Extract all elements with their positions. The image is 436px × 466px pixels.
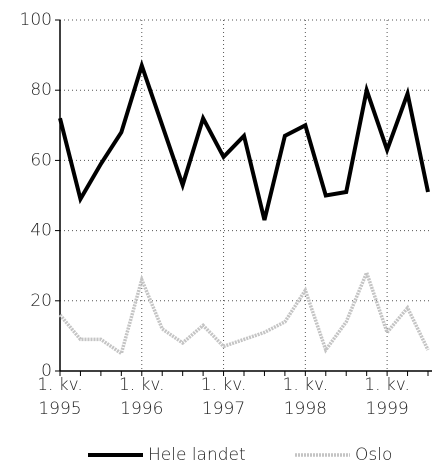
- legend-label: Hele landet: [148, 445, 246, 465]
- series-line: [58, 267, 430, 357]
- y-tick-label: 40: [30, 221, 52, 241]
- y-tick-label: 60: [30, 150, 52, 170]
- series-line: [58, 59, 430, 221]
- x-tick-label: 1. kv. 1996: [118, 375, 165, 419]
- y-tick-label: 80: [30, 80, 52, 100]
- x-tick-label: 1. kv. 1997: [200, 375, 247, 419]
- y-tick-label: 100: [20, 10, 52, 30]
- x-tick-label: 1. kv. 1998: [282, 375, 329, 419]
- y-tick-label: 20: [30, 291, 52, 311]
- x-tick-label: 1. kv. 1999: [364, 375, 410, 419]
- y-tick-label: 0: [41, 361, 52, 381]
- legend-label: Oslo: [355, 445, 392, 465]
- x-tick-label: 1. kv. 1995: [37, 375, 83, 419]
